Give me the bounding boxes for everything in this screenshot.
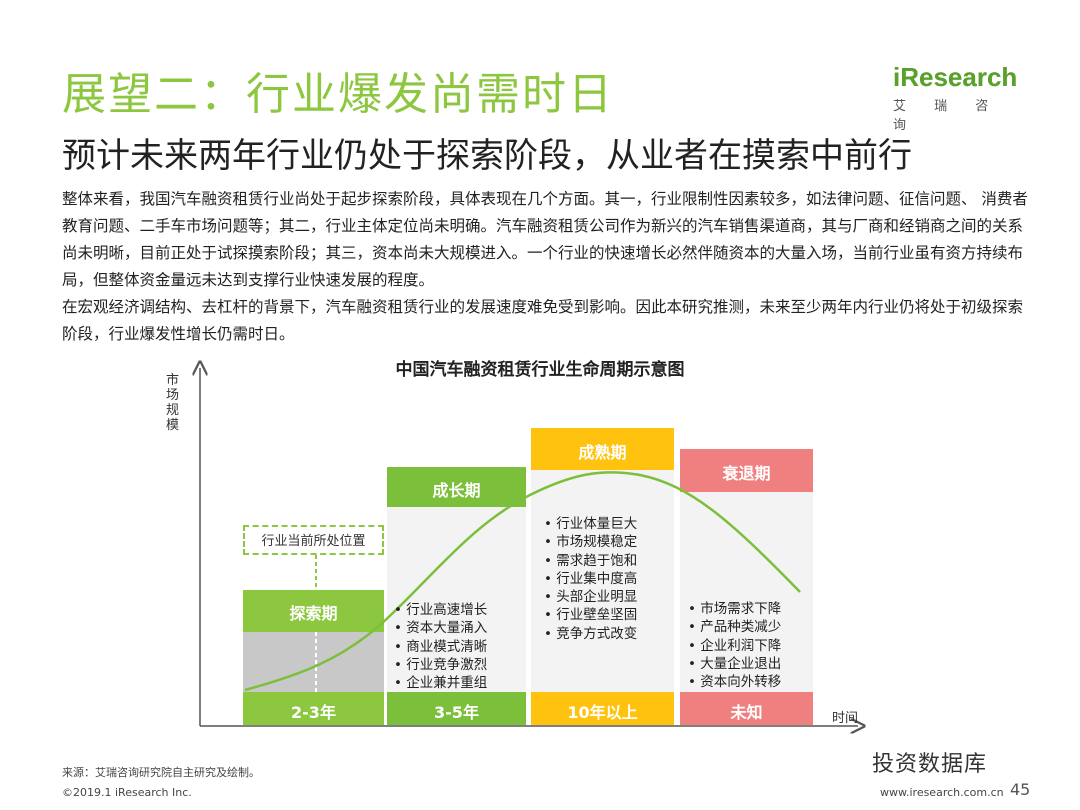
list-item: 市场规模稳定	[544, 533, 637, 551]
body-text: 整体来看，我国汽车融资租赁行业尚处于起步探索阶段，具体表现在几个方面。其一，行业…	[62, 186, 1032, 348]
stage-duration-decline: 未知	[730, 703, 763, 722]
list-item: 大量企业退出	[688, 655, 781, 673]
list-item: 资本大量涌入	[394, 619, 487, 637]
list-item: 竞争方式改变	[544, 625, 637, 643]
list-item: 产品种类减少	[688, 618, 781, 636]
source-note: 来源：艾瑞咨询研究院自主研究及绘制。	[62, 766, 260, 779]
stage-bg-exploration	[243, 632, 384, 692]
stage-name-growth: 成长期	[432, 481, 481, 500]
list-item: 行业集中度高	[544, 570, 637, 588]
list-item: 商业模式清晰	[394, 638, 487, 656]
list-item: 需求趋于饱和	[544, 552, 637, 570]
list-item: 头部企业明显	[544, 588, 637, 606]
current-position-box: 行业当前所处位置	[243, 525, 384, 555]
copyright: ©2019.1 iResearch Inc.	[62, 786, 192, 799]
page-number: 45	[1010, 780, 1031, 799]
stage-duration-exploration: 2-3年	[291, 703, 336, 722]
duration-bg-mature	[531, 692, 674, 725]
list-item: 资本向外转移	[688, 673, 781, 691]
stage-head-bg-growth	[387, 467, 526, 507]
website-link[interactable]: www.iresearch.com.cn	[880, 786, 1004, 799]
stage-duration-growth: 3-5年	[434, 703, 479, 722]
iresearch-logo: iResearch 艾 瑞 咨 询	[893, 62, 1033, 133]
watermark: 投资数据库	[872, 752, 988, 777]
list-item: 行业壁垒坚固	[544, 606, 637, 624]
logo-main-text: iResearch	[893, 62, 1033, 93]
stage-head-bg-exploration	[243, 590, 384, 632]
stage-head-bg-mature	[531, 428, 674, 470]
page-subtitle: 预计未来两年行业仍处于探索阶段，从业者在摸索中前行	[62, 136, 912, 176]
stage-name-exploration: 探索期	[289, 604, 338, 623]
duration-bg-growth	[387, 692, 526, 725]
lifecycle-curve	[244, 471, 801, 692]
list-item: 行业体量巨大	[544, 515, 637, 533]
list-item: 行业高速增长	[394, 601, 487, 619]
stage-name-mature: 成熟期	[578, 443, 627, 462]
paragraph-2: 在宏观经济调结构、去杠杆的背景下，汽车融资租赁行业的发展速度难免受到影响。因此本…	[62, 298, 1024, 343]
list-item: 企业利润下降	[688, 637, 781, 655]
logo-sub-text: 艾 瑞 咨 询	[893, 99, 1001, 133]
stage-bullets-mature: 行业体量巨大 市场规模稳定 需求趋于饱和 行业集中度高 头部企业明显 行业壁垒坚…	[544, 515, 637, 643]
stage-bullets-decline: 市场需求下降 产品种类减少 企业利润下降 大量企业退出 资本向外转移	[688, 600, 781, 691]
page-title: 展望二：行业爆发尚需时日	[62, 69, 614, 120]
paragraph-1: 整体来看，我国汽车融资租赁行业尚处于起步探索阶段，具体表现在几个方面。其一，行业…	[62, 190, 1028, 289]
stage-head-bg-decline	[680, 449, 813, 492]
stage-duration-mature: 10年以上	[567, 703, 638, 722]
diagram-title: 中国汽车融资租赁行业生命周期示意图	[395, 360, 685, 380]
list-item: 行业竞争激烈	[394, 656, 487, 674]
x-axis-label: 时间	[832, 711, 859, 726]
duration-bg-exploration	[243, 692, 384, 725]
y-axis-label: 市场规模	[166, 373, 180, 433]
list-item: 市场需求下降	[688, 600, 781, 618]
duration-bg-decline	[680, 692, 813, 725]
stage-bullets-growth: 行业高速增长 资本大量涌入 商业模式清晰 行业竞争激烈 企业兼并重组	[394, 601, 487, 692]
stage-name-decline: 衰退期	[722, 464, 771, 483]
list-item: 企业兼并重组	[394, 674, 487, 692]
